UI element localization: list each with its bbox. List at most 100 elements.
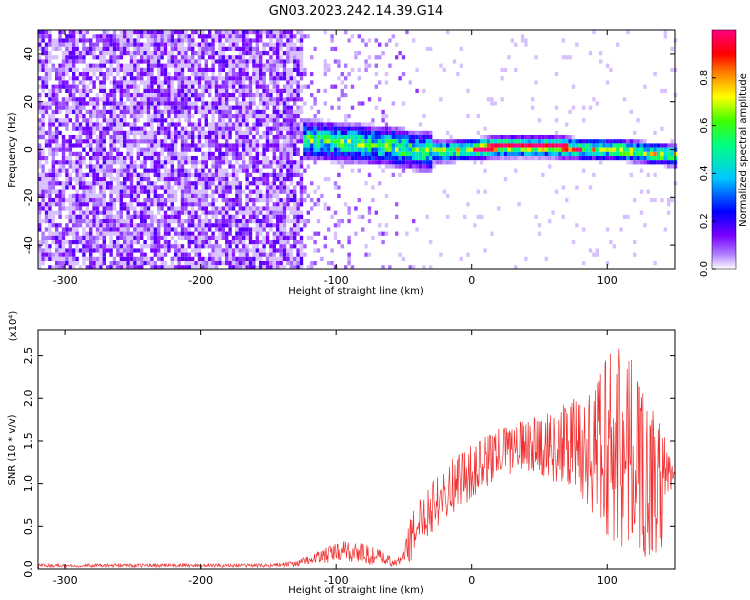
- heatmap-cell: [265, 172, 270, 177]
- heatmap-cell: [99, 198, 103, 203]
- heatmap-cell: [289, 67, 293, 72]
- heatmap-cell: [89, 227, 93, 232]
- heatmap-cell: [306, 147, 310, 152]
- heatmap-cell: [177, 122, 181, 127]
- heatmap-cell: [626, 147, 630, 152]
- heatmap-cell: [384, 122, 389, 127]
- heatmap-cell: [395, 55, 399, 60]
- heatmap-cell: [354, 143, 358, 148]
- heatmap-cell: [116, 185, 120, 190]
- heatmap-cell: [133, 185, 137, 190]
- heatmap-cell: [44, 84, 49, 89]
- heatmap-cell: [208, 109, 212, 114]
- heatmap-cell: [85, 101, 89, 106]
- y-tick-label: 0.5: [22, 518, 35, 536]
- heatmap-cell: [44, 185, 49, 190]
- heatmap-cell: [65, 126, 69, 131]
- heatmap-cell: [507, 55, 511, 60]
- heatmap-cell: [140, 172, 144, 177]
- heatmap-cell: [248, 30, 253, 35]
- heatmap-cell: [78, 202, 83, 207]
- heatmap-cell: [123, 118, 127, 123]
- heatmap-cell: [425, 46, 429, 51]
- heatmap-cell: [208, 76, 212, 81]
- heatmap-cell: [129, 93, 134, 98]
- heatmap-cell: [265, 198, 270, 203]
- heatmap-cell: [51, 181, 55, 186]
- heatmap-cell: [177, 151, 181, 156]
- heatmap-cell: [282, 214, 287, 219]
- heatmap-cell: [415, 227, 419, 232]
- heatmap-cell: [442, 160, 446, 165]
- x-tick-label: 100: [597, 274, 618, 287]
- heatmap-cell: [208, 172, 212, 177]
- heatmap-cell: [143, 244, 147, 249]
- heatmap-cell: [143, 160, 147, 165]
- heatmap-cell: [163, 160, 168, 165]
- heatmap-cell: [265, 181, 270, 186]
- heatmap-cell: [44, 252, 49, 257]
- heatmap-cell: [622, 97, 627, 102]
- heatmap-cell: [415, 130, 419, 135]
- heatmap-cell: [306, 156, 310, 161]
- heatmap-cell: [38, 38, 42, 43]
- heatmap-cell: [133, 206, 137, 211]
- heatmap-cell: [177, 256, 181, 261]
- heatmap-cell: [276, 38, 280, 43]
- heatmap-cell: [180, 256, 185, 261]
- heatmap-cell: [381, 156, 385, 161]
- heatmap-cell: [269, 34, 273, 39]
- heatmap-cell: [225, 59, 229, 64]
- heatmap-cell: [262, 223, 266, 228]
- heatmap-cell: [299, 130, 304, 135]
- heatmap-cell: [167, 59, 171, 64]
- heatmap-cell: [72, 256, 76, 261]
- heatmap-cell: [286, 143, 290, 148]
- heatmap-cell: [218, 256, 222, 261]
- heatmap-cell: [619, 147, 623, 152]
- heatmap-cell: [231, 38, 236, 43]
- heatmap-cell: [636, 118, 640, 123]
- heatmap-cell: [293, 214, 297, 219]
- heatmap-cell: [75, 223, 79, 228]
- heatmap-cell: [187, 214, 191, 219]
- heatmap-cell: [605, 227, 610, 232]
- heatmap-cell: [112, 227, 117, 232]
- heatmap-cell: [146, 93, 151, 98]
- heatmap-cell: [109, 244, 113, 249]
- heatmap-cell: [245, 256, 249, 261]
- heatmap-cell: [299, 202, 304, 207]
- heatmap-cell: [85, 122, 89, 127]
- heatmap-cell: [660, 143, 664, 148]
- heatmap-cell: [259, 55, 263, 60]
- heatmap-cell: [119, 101, 123, 106]
- heatmap-cell: [517, 156, 521, 161]
- heatmap-cell: [238, 193, 242, 198]
- heatmap-cell: [44, 72, 49, 77]
- heatmap-cell: [218, 76, 222, 81]
- heatmap-cell: [279, 55, 283, 60]
- heatmap-cell: [293, 231, 297, 236]
- heatmap-cell: [133, 160, 137, 165]
- heatmap-cell: [140, 147, 144, 152]
- heatmap-cell: [102, 80, 106, 85]
- heatmap-cell: [248, 126, 253, 131]
- heatmap-cell: [282, 244, 287, 249]
- heatmap-cell: [490, 135, 494, 140]
- heatmap-cell: [55, 261, 59, 266]
- heatmap-cell: [452, 151, 457, 156]
- heatmap-cell: [486, 143, 491, 148]
- y-tick-label: 2.5: [22, 347, 35, 365]
- heatmap-cell: [228, 118, 232, 123]
- heatmap-cell: [204, 88, 208, 93]
- heatmap-cell: [197, 67, 202, 72]
- heatmap-cell: [228, 244, 232, 249]
- heatmap-cell: [38, 118, 42, 123]
- heatmap-cell: [323, 135, 327, 140]
- heatmap-cell: [238, 206, 242, 211]
- heatmap-cell: [235, 55, 239, 60]
- heatmap-cell: [184, 55, 188, 60]
- heatmap-cell: [286, 219, 290, 224]
- heatmap-cell: [177, 101, 181, 106]
- heatmap-cell: [187, 235, 191, 240]
